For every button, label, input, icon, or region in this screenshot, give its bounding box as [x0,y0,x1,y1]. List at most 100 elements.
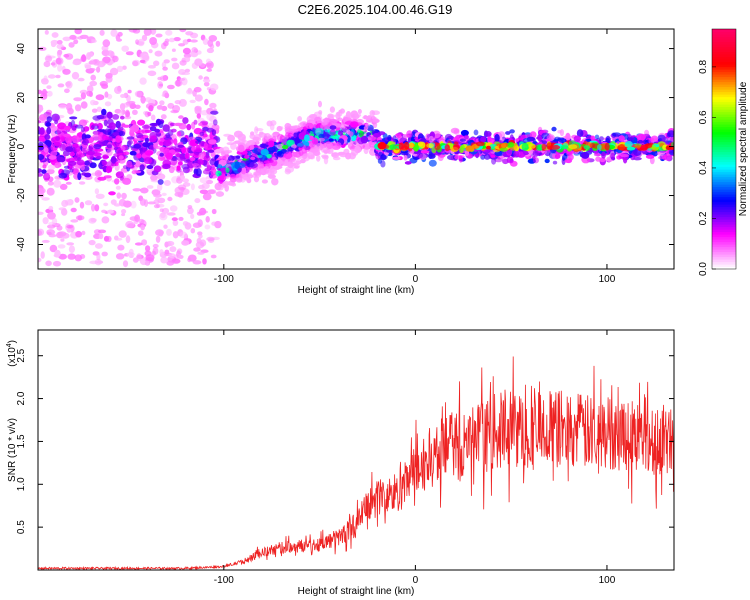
colorbar-strip [712,81,736,85]
spectrogram-cell [403,141,410,150]
spectrogram-cell [150,174,158,181]
colorbar-strip [712,101,736,105]
spectrogram-cell [190,228,196,234]
spectrogram-cell [141,129,150,134]
spectrogram-cell [115,185,121,190]
colorbar-strip [712,266,736,270]
spectrogram-cell [162,66,168,71]
spectrogram-cell [337,117,343,122]
colorbar-strip [712,109,736,113]
spectrogram-cell [238,162,246,169]
colorbar-strip [712,199,736,203]
spectrogram-cell [377,142,387,150]
spectrogram-cell [377,158,382,164]
spectrogram-cell [89,162,97,169]
spectrogram-cell [48,155,57,160]
colorbar-tick-label: 0.0 [698,262,709,276]
colorbar-tick-label: 0.2 [698,211,709,225]
spectrogram-cell [172,231,179,239]
spectrogram-cell [122,177,132,185]
spectrogram-cell [509,129,515,134]
colorbar-strip [712,29,736,33]
colorbar-strip [712,111,736,115]
spectrogram-cell [86,85,94,93]
colorbar-frame [711,28,737,270]
spectrogram-cell [140,224,145,231]
spectrogram-cell [55,57,64,65]
colorbar-strip [712,119,736,123]
spectrogram-cell [357,109,362,114]
spectrogram-cell [568,144,578,149]
spectrogram-cell [122,65,127,70]
spectrogram-cell [79,254,86,259]
spectrogram-cell [182,117,189,124]
spectrogram-cell [266,120,273,127]
spectrogram-cell [147,111,152,117]
spectrogram-cell [96,60,106,68]
spectrogram-cell [90,74,96,81]
spectrogram-cell [153,142,158,149]
spectrogram-cell [103,202,109,207]
spectrogram-cell [187,87,192,94]
spectrogram-cell [156,105,163,110]
colorbar-strip [712,56,736,60]
colorbar-strip [712,66,736,70]
spectrogram-cell [165,152,173,160]
spectrogram-cell [254,148,262,155]
spectrogram-cell [90,99,96,106]
colorbar-strip [712,244,736,248]
spectrogram-cell [41,169,47,174]
colorbar-strip [712,191,736,195]
spectrogram-cell [104,91,109,98]
spectrogram-cell [102,154,109,160]
spectrogram-xtick-label: 0 [413,274,419,285]
spectrogram-cell [153,165,162,173]
spectrogram-cell [287,147,295,152]
spectrogram-cell [486,145,491,150]
snr-ytick-label: 1.0 [16,477,27,491]
colorbar-strip [712,224,736,228]
colorbar-strip [712,169,736,173]
colorbar-strip [712,71,736,75]
spectrogram-cell [593,152,602,157]
spectrogram-cell [276,152,282,157]
spectrogram-cell [199,189,209,195]
colorbar-strip [712,126,736,130]
spectrogram-cell [612,132,622,137]
spectrogram-cell [501,143,507,149]
spectrogram-cell [528,143,536,149]
colorbar-strip [712,206,736,210]
spectrogram-cell [558,138,567,144]
spectrogram-cell [537,144,543,151]
colorbar-strip [712,194,736,198]
spectrogram-cell [71,71,80,80]
colorbar-strip [712,214,736,218]
spectrogram-cell [88,67,96,72]
spectrogram-panel: -100 0 100 -40 -20 0 20 40 Height of straight l… [7,28,675,296]
colorbar-strip [712,129,736,133]
colorbar-strip [712,86,736,90]
spectrogram-cell [234,161,240,170]
spectrogram-cell [153,204,160,209]
spectrogram-cell [298,132,306,140]
spectrogram-cell [257,154,263,158]
spectrogram-cell [369,110,376,117]
spectrogram-xlabel: Height of straight line (km) [298,285,415,296]
spectrogram-cell [187,205,193,209]
spectrogram-cell [298,147,303,151]
colorbar-strip [712,154,736,158]
spectrogram-cell [159,100,165,106]
spectrogram-ytick-label: 20 [16,92,27,104]
colorbar-strip [712,209,736,213]
colorbar-strip [712,69,736,73]
spectrogram-cell [202,258,207,265]
spectrogram-cell [637,133,646,141]
spectrogram-cell [178,98,187,107]
spectrogram-cell [268,140,275,148]
spectrogram-cell [38,154,45,161]
spectrogram-cell [155,33,163,38]
spectrogram-cell [258,161,265,168]
spectrogram-cell [94,204,100,212]
spectrogram-cell [190,213,195,219]
colorbar-strip [712,149,736,153]
